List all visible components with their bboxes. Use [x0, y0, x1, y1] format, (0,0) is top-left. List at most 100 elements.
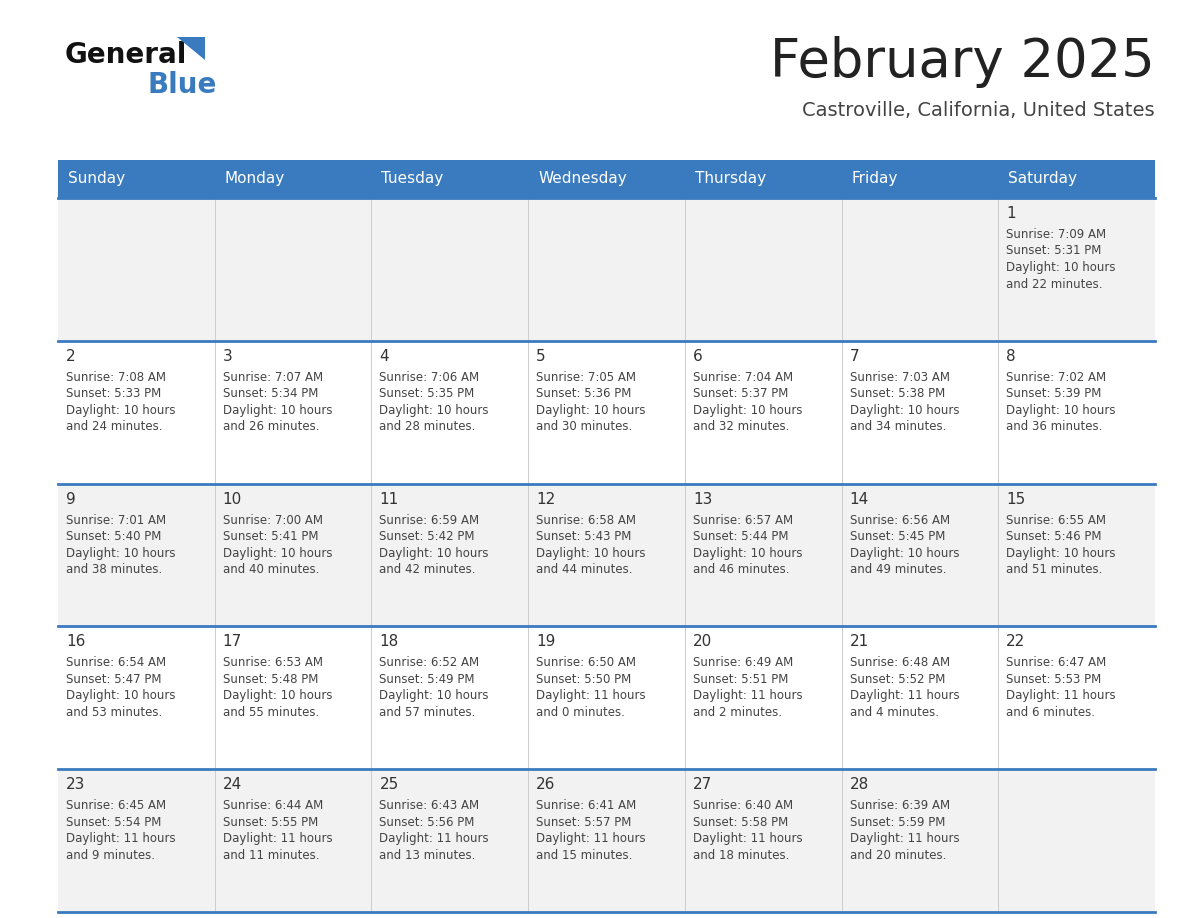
Text: Daylight: 10 hours: Daylight: 10 hours	[693, 546, 802, 560]
Text: and 57 minutes.: and 57 minutes.	[379, 706, 476, 719]
Text: Sunrise: 6:39 AM: Sunrise: 6:39 AM	[849, 800, 949, 812]
Text: 5: 5	[536, 349, 545, 364]
Text: Monday: Monday	[225, 172, 285, 186]
Text: 8: 8	[1006, 349, 1016, 364]
Text: 20: 20	[693, 634, 712, 649]
Text: Sunset: 5:34 PM: Sunset: 5:34 PM	[222, 387, 318, 400]
Bar	[58, 626, 1155, 769]
Text: Sunrise: 6:58 AM: Sunrise: 6:58 AM	[536, 513, 636, 527]
Text: Daylight: 10 hours: Daylight: 10 hours	[222, 404, 333, 417]
Text: 13: 13	[693, 492, 713, 507]
Text: Sunset: 5:53 PM: Sunset: 5:53 PM	[1006, 673, 1101, 686]
Text: Saturday: Saturday	[1009, 172, 1078, 186]
Text: and 9 minutes.: and 9 minutes.	[67, 849, 154, 862]
Text: Daylight: 10 hours: Daylight: 10 hours	[693, 404, 802, 417]
Text: Sunset: 5:56 PM: Sunset: 5:56 PM	[379, 816, 475, 829]
Text: 26: 26	[536, 778, 556, 792]
Text: Daylight: 10 hours: Daylight: 10 hours	[849, 546, 959, 560]
Text: Wednesday: Wednesday	[538, 172, 627, 186]
Text: Sunrise: 6:56 AM: Sunrise: 6:56 AM	[849, 513, 949, 527]
Text: Daylight: 10 hours: Daylight: 10 hours	[67, 404, 176, 417]
Text: 18: 18	[379, 634, 399, 649]
Text: Sunrise: 7:00 AM: Sunrise: 7:00 AM	[222, 513, 323, 527]
Text: Daylight: 10 hours: Daylight: 10 hours	[379, 689, 489, 702]
Text: and 24 minutes.: and 24 minutes.	[67, 420, 163, 433]
Text: Sunday: Sunday	[68, 172, 125, 186]
Text: and 26 minutes.: and 26 minutes.	[222, 420, 320, 433]
Text: Sunset: 5:59 PM: Sunset: 5:59 PM	[849, 816, 944, 829]
Text: Daylight: 11 hours: Daylight: 11 hours	[849, 689, 959, 702]
Polygon shape	[177, 37, 206, 60]
Text: 23: 23	[67, 778, 86, 792]
Text: Sunrise: 6:50 AM: Sunrise: 6:50 AM	[536, 656, 636, 669]
Text: Sunset: 5:36 PM: Sunset: 5:36 PM	[536, 387, 632, 400]
Text: and 6 minutes.: and 6 minutes.	[1006, 706, 1095, 719]
Text: Sunrise: 6:54 AM: Sunrise: 6:54 AM	[67, 656, 166, 669]
Text: Sunset: 5:54 PM: Sunset: 5:54 PM	[67, 816, 162, 829]
Text: Sunset: 5:55 PM: Sunset: 5:55 PM	[222, 816, 318, 829]
Text: Daylight: 11 hours: Daylight: 11 hours	[693, 833, 802, 845]
Text: and 2 minutes.: and 2 minutes.	[693, 706, 782, 719]
Text: Sunset: 5:38 PM: Sunset: 5:38 PM	[849, 387, 944, 400]
Text: and 0 minutes.: and 0 minutes.	[536, 706, 625, 719]
Text: Sunrise: 6:44 AM: Sunrise: 6:44 AM	[222, 800, 323, 812]
Text: Sunrise: 6:43 AM: Sunrise: 6:43 AM	[379, 800, 480, 812]
Text: Daylight: 10 hours: Daylight: 10 hours	[849, 404, 959, 417]
Bar	[58, 160, 1155, 198]
Text: Sunset: 5:49 PM: Sunset: 5:49 PM	[379, 673, 475, 686]
Text: Daylight: 11 hours: Daylight: 11 hours	[379, 833, 489, 845]
Text: Thursday: Thursday	[695, 172, 766, 186]
Text: and 51 minutes.: and 51 minutes.	[1006, 563, 1102, 577]
Text: 17: 17	[222, 634, 242, 649]
Text: Sunrise: 7:07 AM: Sunrise: 7:07 AM	[222, 371, 323, 384]
Text: Sunset: 5:45 PM: Sunset: 5:45 PM	[849, 530, 944, 543]
Text: Sunrise: 6:47 AM: Sunrise: 6:47 AM	[1006, 656, 1106, 669]
Text: Daylight: 10 hours: Daylight: 10 hours	[222, 546, 333, 560]
Text: and 32 minutes.: and 32 minutes.	[693, 420, 789, 433]
Text: Daylight: 10 hours: Daylight: 10 hours	[222, 689, 333, 702]
Bar	[58, 484, 1155, 626]
Text: Daylight: 11 hours: Daylight: 11 hours	[222, 833, 333, 845]
Text: Sunset: 5:42 PM: Sunset: 5:42 PM	[379, 530, 475, 543]
Text: and 28 minutes.: and 28 minutes.	[379, 420, 476, 433]
Text: 10: 10	[222, 492, 242, 507]
Text: and 49 minutes.: and 49 minutes.	[849, 563, 946, 577]
Text: Sunrise: 7:08 AM: Sunrise: 7:08 AM	[67, 371, 166, 384]
Bar	[58, 198, 1155, 341]
Text: 25: 25	[379, 778, 399, 792]
Text: and 55 minutes.: and 55 minutes.	[222, 706, 318, 719]
Text: 16: 16	[67, 634, 86, 649]
Text: and 13 minutes.: and 13 minutes.	[379, 849, 476, 862]
Text: Sunrise: 7:06 AM: Sunrise: 7:06 AM	[379, 371, 480, 384]
Text: and 53 minutes.: and 53 minutes.	[67, 706, 163, 719]
Text: and 30 minutes.: and 30 minutes.	[536, 420, 632, 433]
Text: General: General	[65, 41, 188, 69]
Text: Sunrise: 6:55 AM: Sunrise: 6:55 AM	[1006, 513, 1106, 527]
Text: 7: 7	[849, 349, 859, 364]
Text: and 15 minutes.: and 15 minutes.	[536, 849, 632, 862]
Text: Sunrise: 7:09 AM: Sunrise: 7:09 AM	[1006, 228, 1106, 241]
Text: Sunrise: 7:04 AM: Sunrise: 7:04 AM	[693, 371, 792, 384]
Text: Sunset: 5:41 PM: Sunset: 5:41 PM	[222, 530, 318, 543]
Text: Daylight: 11 hours: Daylight: 11 hours	[1006, 689, 1116, 702]
Text: 9: 9	[67, 492, 76, 507]
Text: 14: 14	[849, 492, 868, 507]
Text: February 2025: February 2025	[770, 36, 1155, 88]
Text: and 34 minutes.: and 34 minutes.	[849, 420, 946, 433]
Text: Sunset: 5:47 PM: Sunset: 5:47 PM	[67, 673, 162, 686]
Text: Sunrise: 7:05 AM: Sunrise: 7:05 AM	[536, 371, 636, 384]
Text: 11: 11	[379, 492, 399, 507]
Text: Sunset: 5:51 PM: Sunset: 5:51 PM	[693, 673, 788, 686]
Text: 3: 3	[222, 349, 233, 364]
Text: 21: 21	[849, 634, 868, 649]
Text: Sunset: 5:52 PM: Sunset: 5:52 PM	[849, 673, 944, 686]
Text: Sunrise: 6:53 AM: Sunrise: 6:53 AM	[222, 656, 323, 669]
Text: 12: 12	[536, 492, 556, 507]
Text: Sunset: 5:39 PM: Sunset: 5:39 PM	[1006, 387, 1101, 400]
Text: 6: 6	[693, 349, 702, 364]
Text: and 4 minutes.: and 4 minutes.	[849, 706, 939, 719]
Text: Daylight: 10 hours: Daylight: 10 hours	[1006, 261, 1116, 274]
Text: Friday: Friday	[852, 172, 898, 186]
Text: Sunrise: 6:40 AM: Sunrise: 6:40 AM	[693, 800, 792, 812]
Bar	[58, 769, 1155, 912]
